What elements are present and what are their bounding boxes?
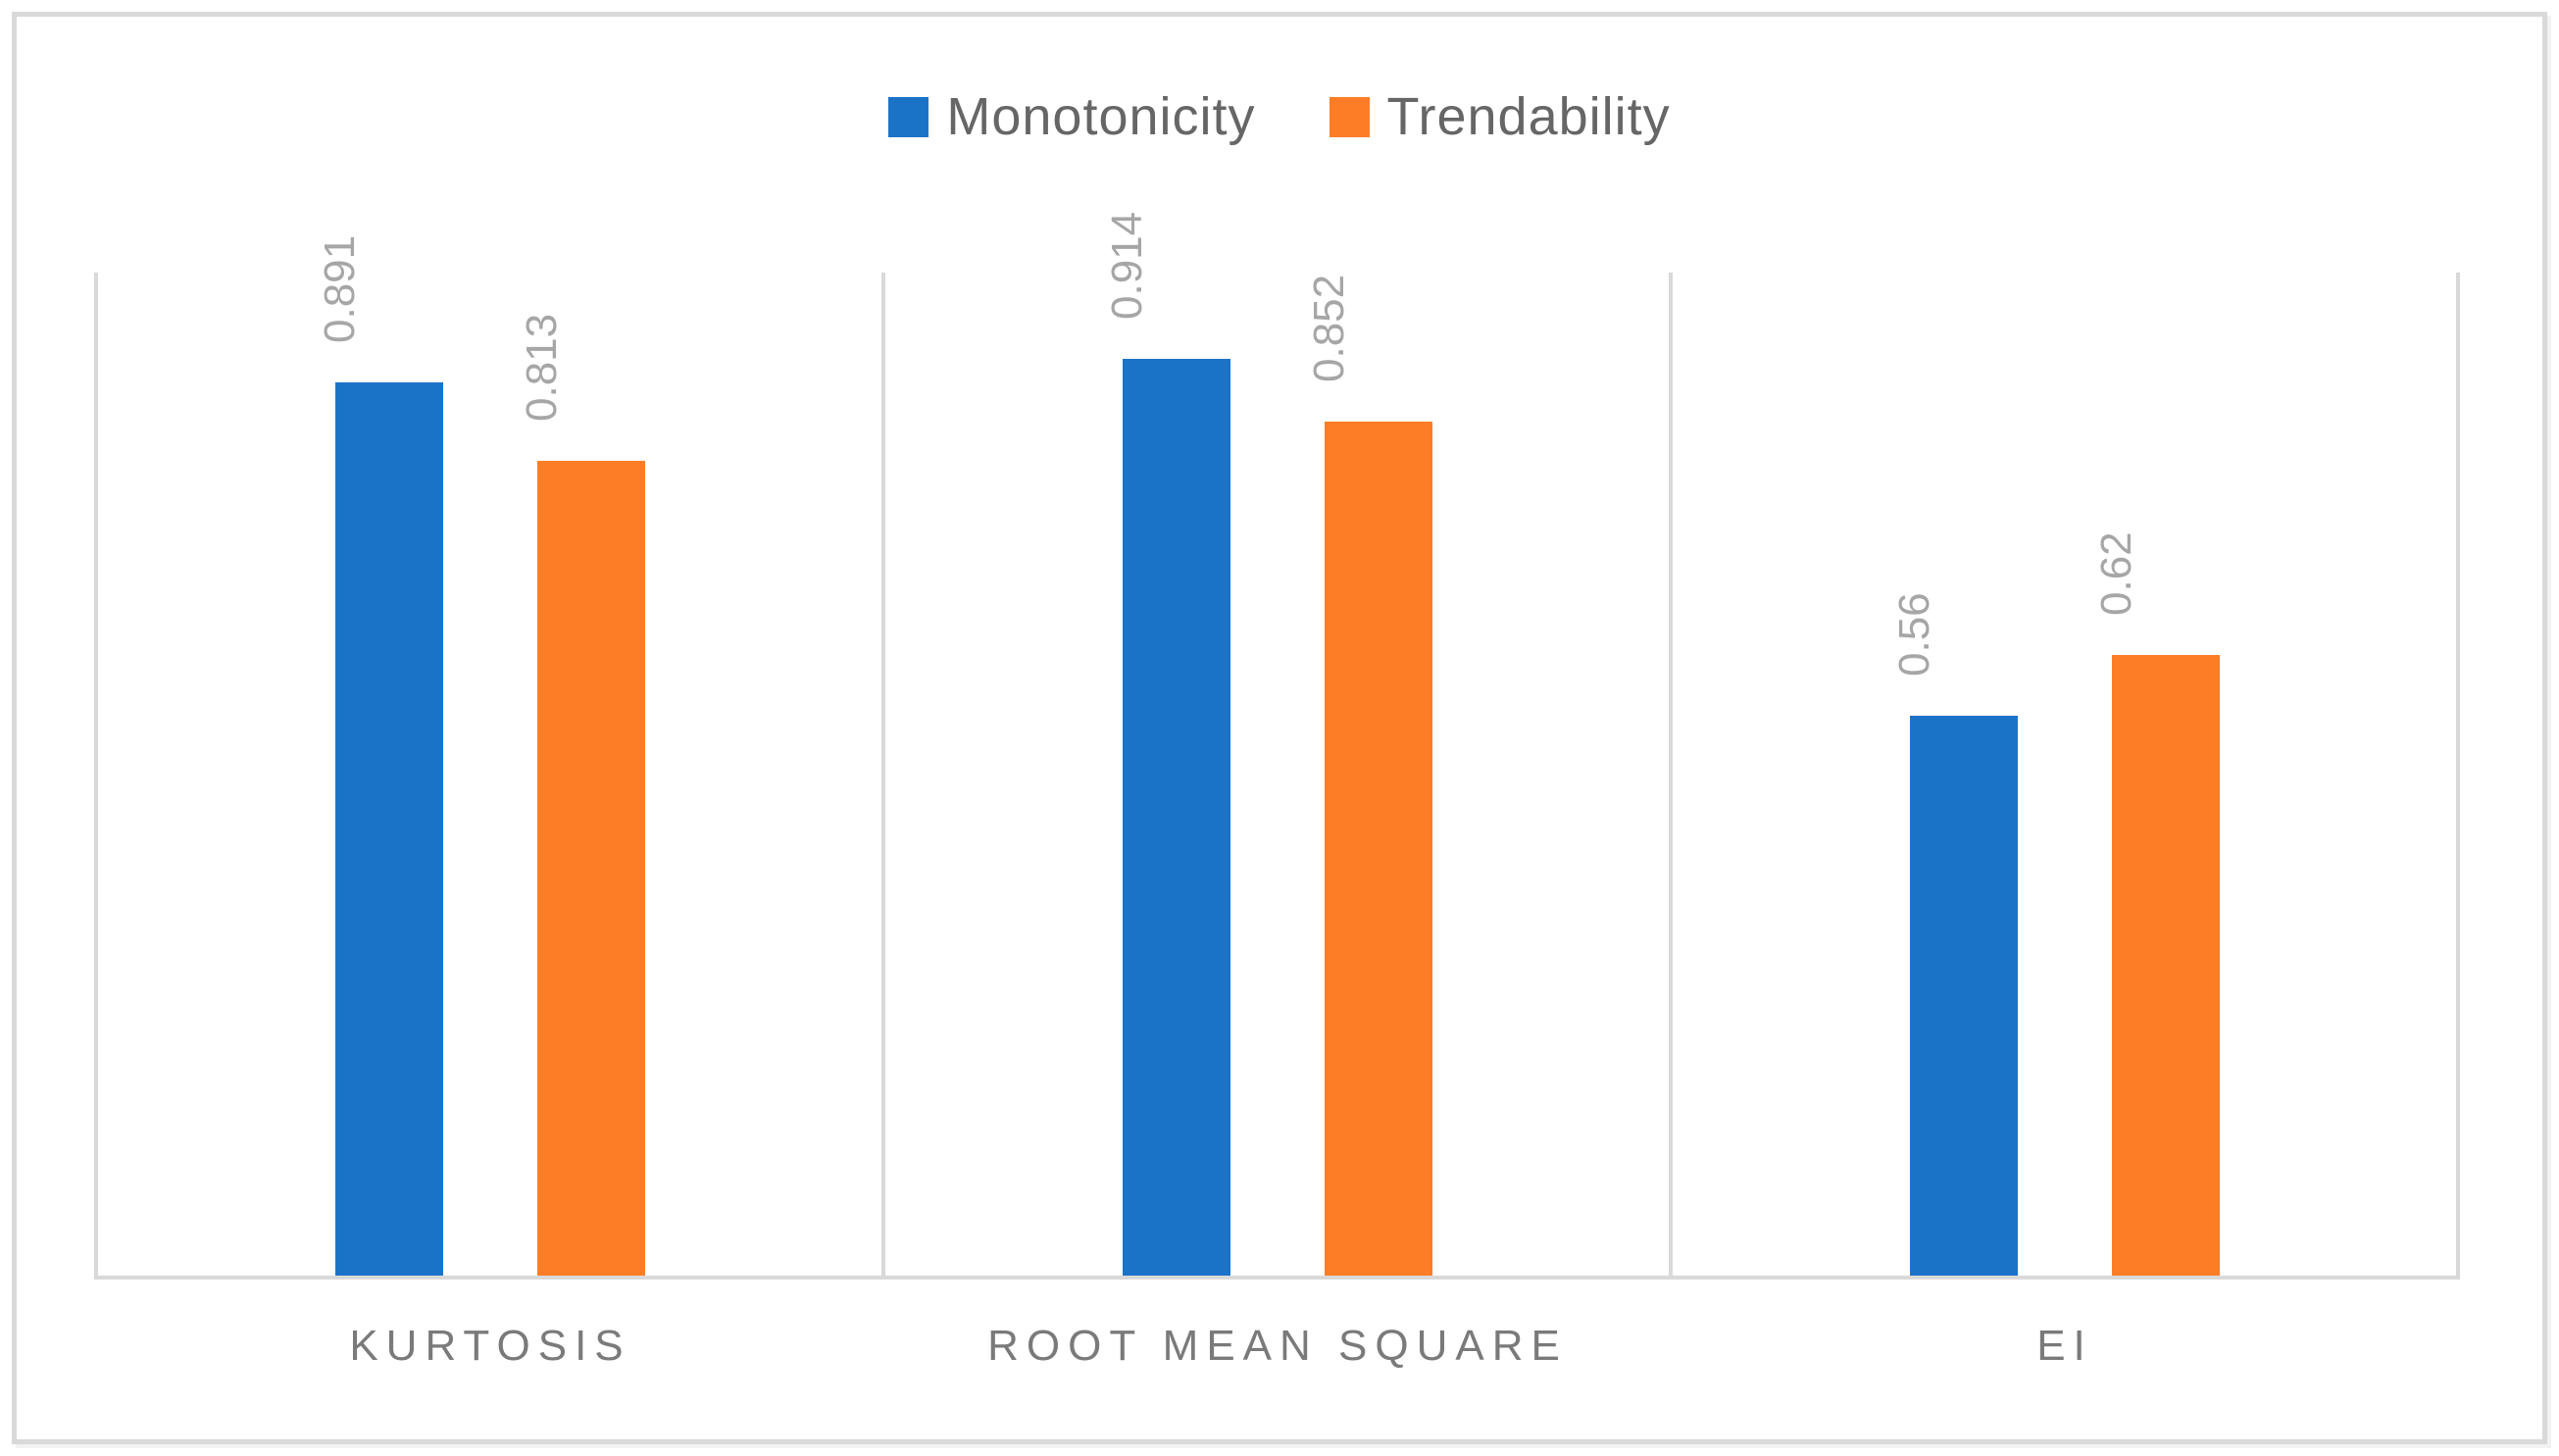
bar-monotonicity-ei: [1910, 716, 2018, 1280]
bar-value-label: 0.852: [1305, 274, 1353, 382]
legend-label-monotonicity: Monotonicity: [946, 87, 1256, 146]
bar-value-label: 0.891: [316, 234, 364, 343]
legend-item-monotonicity: Monotonicity: [888, 86, 1255, 147]
chart-legend: Monotonicity Trendability: [0, 86, 2559, 147]
bar-trendability-root-mean-square: [1325, 422, 1432, 1280]
category-label-ei: EI: [2036, 1322, 2093, 1370]
bar-monotonicity-kurtosis: [335, 382, 443, 1280]
plot-area: 0.891 0.914 0.56 0.813 0.852 0.62: [94, 212, 2460, 1280]
vertical-gridline: [1669, 273, 1673, 1280]
bar-trendability-kurtosis: [537, 461, 645, 1280]
legend-item-trendability: Trendability: [1329, 86, 1671, 147]
bar-value-label: 0.62: [2092, 531, 2140, 616]
bar-monotonicity-root-mean-square: [1123, 359, 1230, 1280]
vertical-gridline: [2456, 273, 2460, 1280]
bar-value-label: 0.813: [518, 313, 566, 422]
vertical-gridline: [94, 273, 98, 1280]
category-label-root-mean-square: ROOT MEAN SQUARE: [987, 1322, 1568, 1370]
category-label-kurtosis: KURTOSIS: [349, 1322, 631, 1370]
legend-label-trendability: Trendability: [1386, 87, 1671, 146]
legend-swatch-trendability-icon: [1329, 96, 1370, 137]
legend-swatch-monotonicity-icon: [888, 96, 929, 137]
x-axis-line: [96, 1276, 2458, 1280]
bar-value-label: 0.56: [1890, 592, 1938, 677]
bar-trendability-ei: [2112, 655, 2220, 1280]
bar-value-label: 0.914: [1103, 211, 1151, 320]
vertical-gridline: [881, 273, 885, 1280]
